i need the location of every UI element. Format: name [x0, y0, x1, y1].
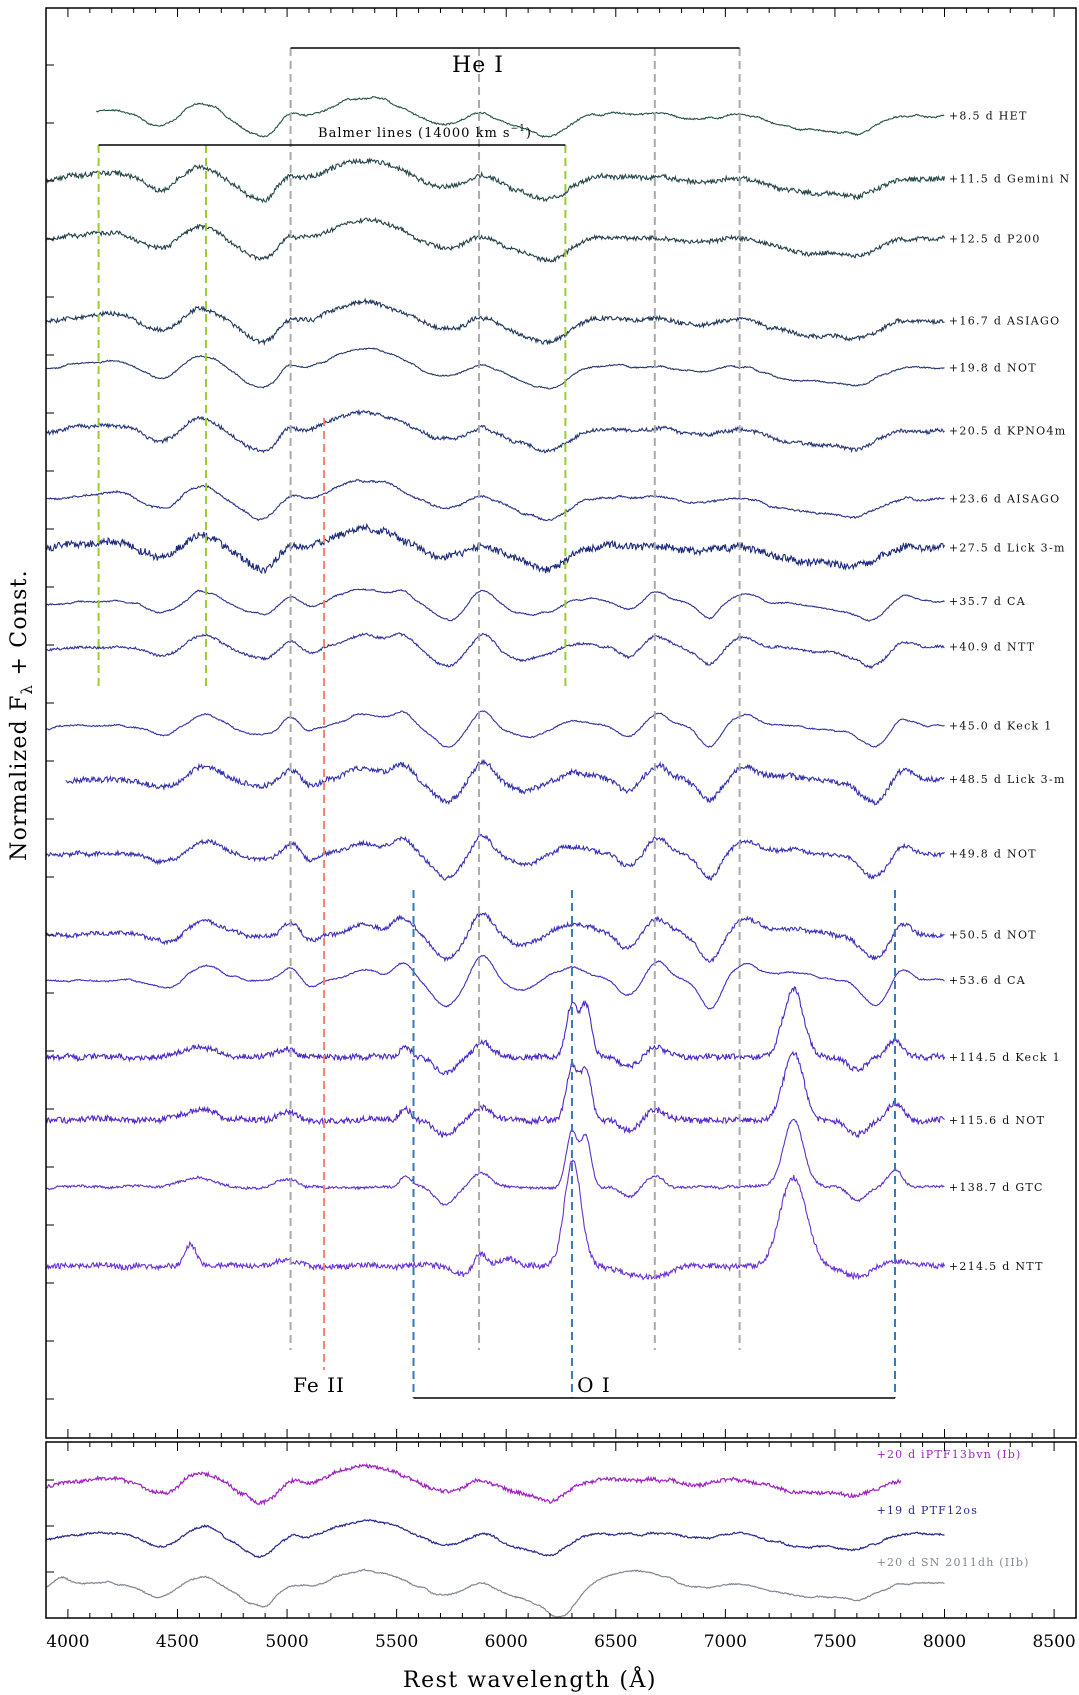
line-markers-group: [97, 47, 896, 1399]
y-axis-label-sub: λ: [18, 684, 36, 695]
fe-ii-label: Fe II: [293, 1373, 345, 1397]
comparison-spectrum-20-d-iptf13bvn-ib: [45, 1462, 902, 1506]
comparison-label-20-d-iptf13bvn-ib: +20 d iPTF13bvn (Ib): [877, 1448, 1022, 1461]
y-axis-label: Normalized Fλ + Const.: [7, 569, 36, 861]
spectrum-label-114-5-d-keck-1: +114.5 d Keck 1: [949, 1051, 1061, 1064]
spectrum-53-6-d-ca: [45, 954, 945, 1010]
main-spectra-group: +8.5 d HET +11.5 d Gemini N +12.5 d P200 +1…: [45, 96, 1071, 1281]
spectrum-45-0-d-keck-1: [45, 710, 945, 748]
x-tick-label: 8000: [923, 1632, 966, 1652]
x-tick-label: 8500: [1032, 1632, 1075, 1652]
spectrum-20-5-d-kpno4m: [45, 408, 945, 454]
spectrum-label-40-9-d-ntt: +40.9 d NTT: [949, 641, 1036, 654]
spectrum-label-12-5-d-p200: +12.5 d P200: [949, 232, 1041, 245]
spectrum-48-5-d-lick-3-m: [65, 758, 945, 806]
spectrum-50-5-d-not: [45, 911, 945, 963]
x-tick-label: 5500: [375, 1632, 418, 1652]
spectrum-35-7-d-ca: [45, 588, 945, 622]
spectrum-label-53-6-d-ca: +53.6 d CA: [949, 974, 1026, 987]
x-tick-label: 7000: [704, 1632, 747, 1652]
spectrum-12-5-d-p200: [45, 216, 946, 263]
comparison-spectrum-20-d-sn-2011dh-iib: [45, 1568, 945, 1619]
spectrum-label-16-7-d-asiago: +16.7 d ASIAGO: [949, 314, 1061, 327]
spectrum-label-35-7-d-ca: +35.7 d CA: [949, 595, 1026, 608]
x-tick-label: 5000: [265, 1632, 308, 1652]
spectrum-49-8-d-not: [45, 833, 945, 881]
x-axis-label: Rest wavelength (Å): [403, 1665, 657, 1693]
spectrum-40-9-d-ntt: [45, 632, 945, 670]
axes-group: 4000 4500 5000 5500 6000 6500 7000 7500 8000 8500: [45, 7, 1077, 1652]
spectrum-label-50-5-d-not: +50.5 d NOT: [949, 928, 1037, 941]
balmer-lines-label: Balmer lines (14000 km s−1): [318, 124, 532, 141]
spectrum-label-48-5-d-lick-3-m: +48.5 d Lick 3-m: [949, 773, 1066, 786]
x-tick-label: 6000: [485, 1632, 528, 1652]
y-axis-label-main: Normalized F: [7, 694, 32, 860]
spectrum-8-5-d-het: [95, 96, 945, 139]
comparison-label-19-d-ptf12os: +19 d PTF12os: [877, 1504, 978, 1517]
spectrum-214-5-d-ntt: [45, 1159, 946, 1281]
comparison-label-20-d-sn-2011dh-iib: +20 d SN 2011dh (IIb): [877, 1556, 1030, 1569]
spectrum-label-23-6-d-aisago: +23.6 d AISAGO: [949, 492, 1061, 505]
spectrum-19-8-d-not: [45, 347, 945, 390]
spectrum-11-5-d-gemini-n: [45, 157, 946, 204]
spectrum-138-7-d-gtc: [45, 1118, 945, 1206]
comparison-spectra-group: +20 d iPTF13bvn (Ib) +19 d PTF12os +20 d S…: [45, 1448, 1030, 1619]
main-panel-frame: [45, 7, 1077, 1439]
balmer-label-main: Balmer lines (14000 km s: [318, 126, 511, 141]
balmer-label-tail: ): [526, 126, 532, 141]
spectrum-label-8-5-d-het: +8.5 d HET: [949, 109, 1028, 122]
y-axis-label-tail: + Const.: [7, 569, 32, 684]
spectrum-label-27-5-d-lick-3-m: +27.5 d Lick 3-m: [949, 541, 1066, 554]
spectrum-23-6-d-aisago: [45, 479, 945, 522]
x-tick-label: 4000: [46, 1632, 89, 1652]
spectrum-label-11-5-d-gemini-n: +11.5 d Gemini N: [949, 172, 1071, 185]
he-i-label: He I: [452, 53, 504, 78]
balmer-label-sup: −1: [511, 124, 526, 134]
x-tick-label: 6500: [594, 1632, 637, 1652]
spectrum-label-45-0-d-keck-1: +45.0 d Keck 1: [949, 719, 1053, 732]
spectrum-label-115-6-d-not: +115.6 d NOT: [949, 1114, 1045, 1127]
spectrum-27-5-d-lick-3-m: [45, 522, 945, 575]
x-tick-label: 4500: [156, 1632, 199, 1652]
spectrum-label-138-7-d-gtc: +138.7 d GTC: [949, 1181, 1044, 1194]
spectrum-label-214-5-d-ntt: +214.5 d NTT: [949, 1260, 1044, 1273]
comparison-spectrum-19-d-ptf12os: [45, 1519, 945, 1559]
spectrum-label-19-8-d-not: +19.8 d NOT: [949, 361, 1037, 374]
spectrum-label-20-5-d-kpno4m: +20.5 d KPNO4m: [949, 424, 1067, 437]
spectrum-115-6-d-not: [45, 1050, 945, 1139]
x-tick-label: 7500: [813, 1632, 856, 1652]
comparison-panel-frame: [45, 1441, 1077, 1619]
spectrum-114-5-d-keck-1: [45, 986, 946, 1076]
o-i-label: O I: [577, 1373, 611, 1397]
spectrum-label-49-8-d-not: +49.8 d NOT: [949, 848, 1037, 861]
spectrum-16-7-d-asiago: [45, 297, 945, 346]
